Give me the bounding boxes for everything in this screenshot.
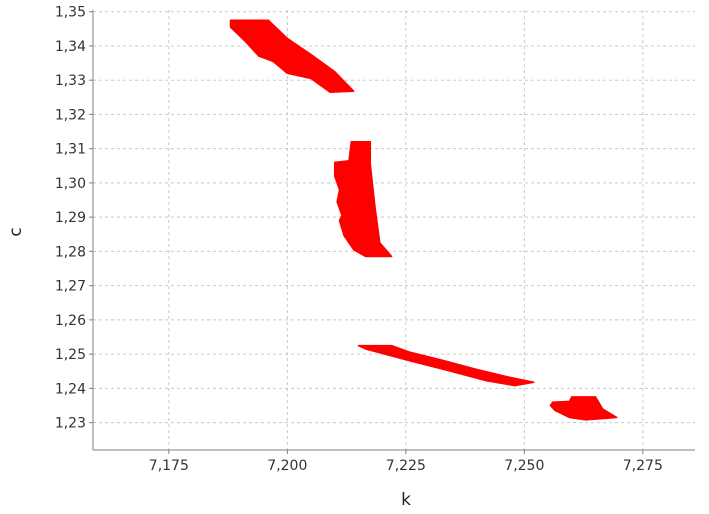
y-tick-label: 1,29 <box>55 210 86 226</box>
y-tick-label: 1,24 <box>55 381 86 397</box>
x-tick-label: 7,200 <box>267 458 307 474</box>
point-cluster-2 <box>333 141 393 258</box>
point-cluster-1 <box>229 19 355 93</box>
point-cluster-4 <box>549 396 618 421</box>
x-tick-label: 7,175 <box>149 458 189 474</box>
y-tick-label: 1,26 <box>55 313 86 329</box>
y-tick-label: 1,33 <box>55 73 86 89</box>
axes <box>89 10 695 454</box>
y-tick-label: 1,25 <box>55 347 86 363</box>
data-points <box>229 19 618 421</box>
y-axis-label: c <box>6 227 26 236</box>
x-tick-label: 7,275 <box>623 458 663 474</box>
y-tick-label: 1,28 <box>55 244 86 260</box>
y-tick-label: 1,32 <box>55 107 86 123</box>
tick-labels: 7,175 7,200 7,225 7,250 7,275 1,23 1,24 1,25 1,2… <box>55 5 663 474</box>
x-axis-label: k <box>401 490 411 510</box>
y-tick-label: 1,31 <box>55 142 86 158</box>
y-tick-label: 1,34 <box>55 39 86 55</box>
point-cluster-3 <box>357 344 535 387</box>
y-tick-label: 1,35 <box>55 5 86 21</box>
y-tick-label: 1,30 <box>55 176 86 192</box>
y-tick-label: 1,27 <box>55 279 86 295</box>
x-tick-label: 7,250 <box>504 458 544 474</box>
x-tick-label: 7,225 <box>386 458 426 474</box>
y-tick-label: 1,23 <box>55 416 86 432</box>
